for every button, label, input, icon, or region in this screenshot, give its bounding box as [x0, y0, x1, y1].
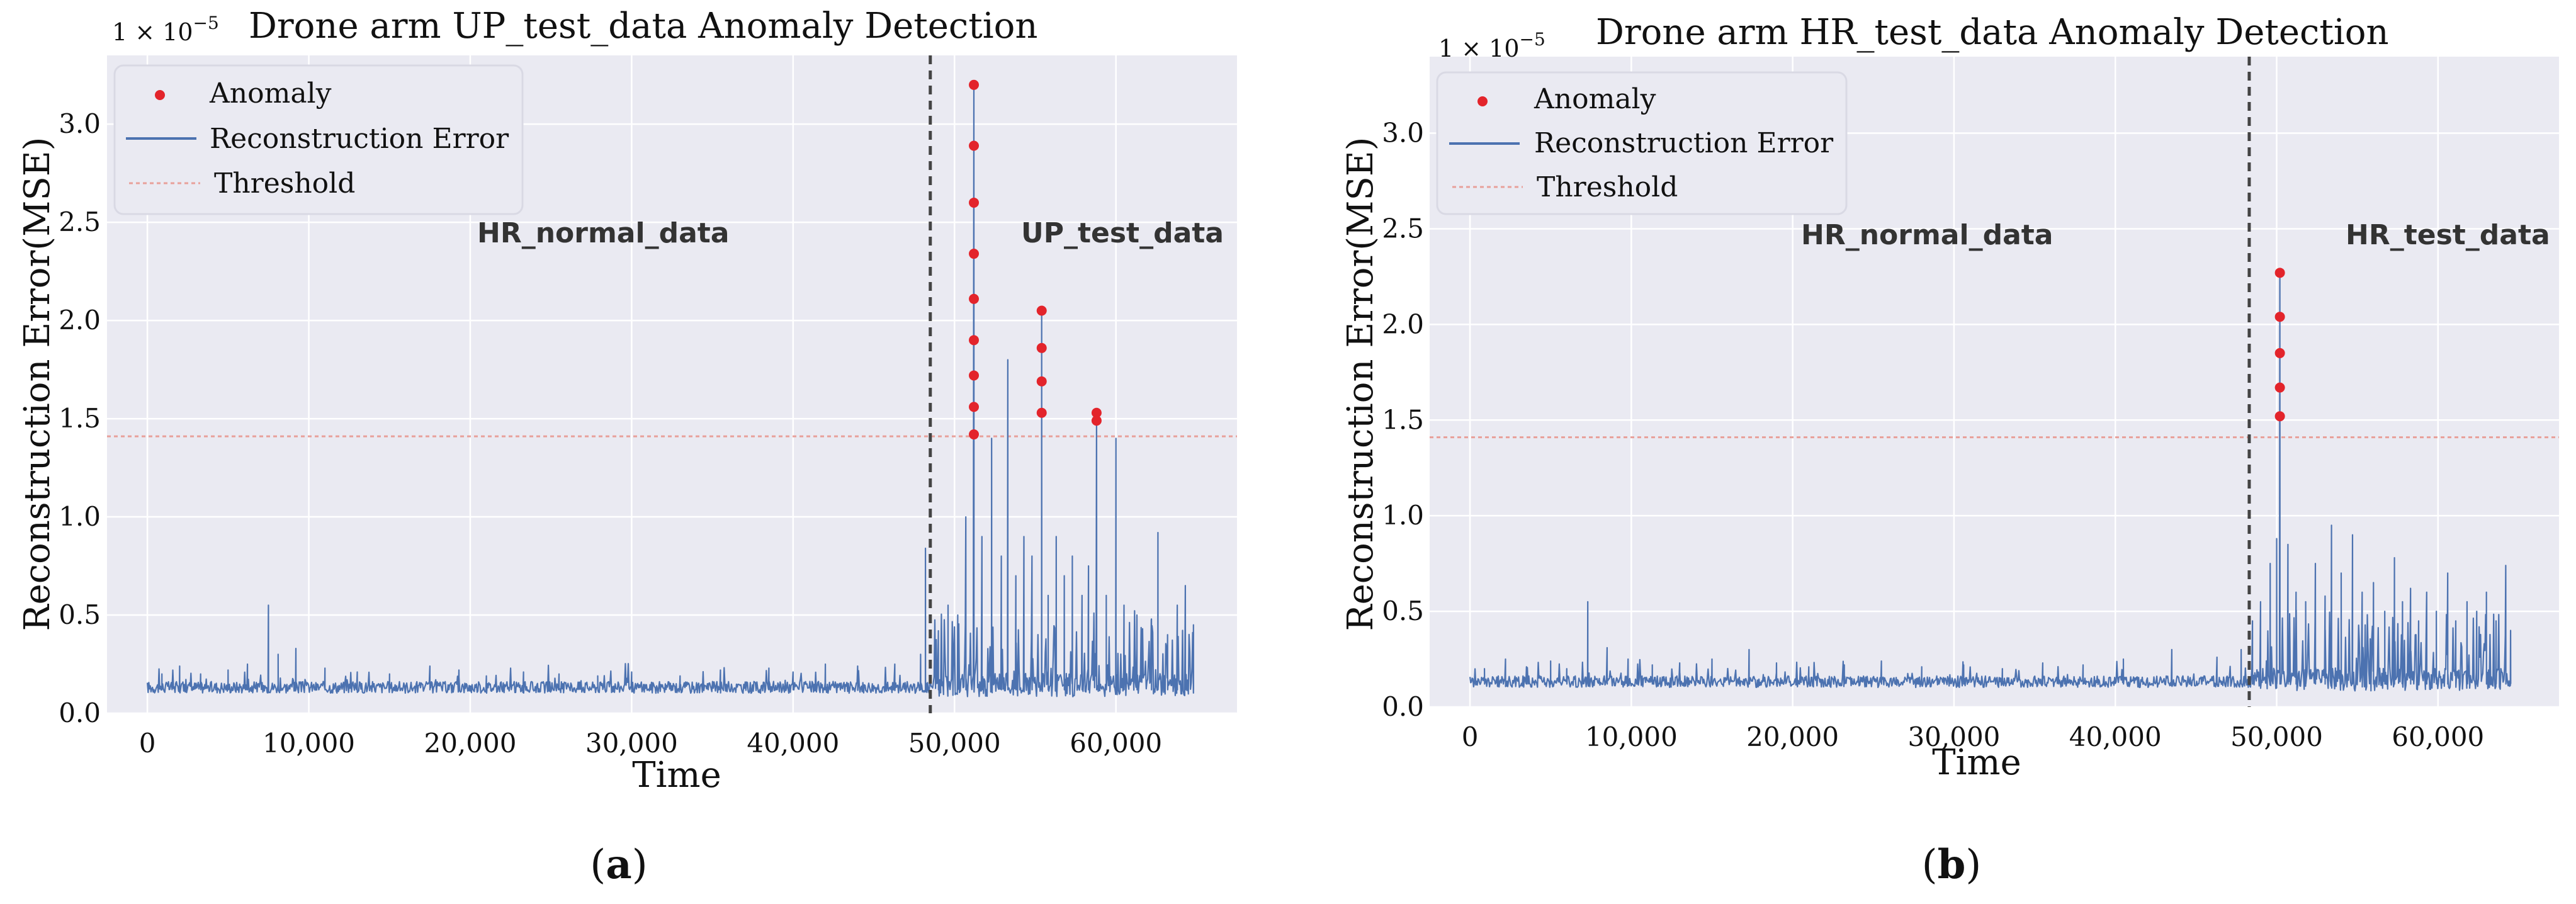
y-tick-label: 0.0: [1382, 691, 1424, 722]
panel-label-a: (a): [590, 841, 647, 888]
grid-lines-b: [1430, 57, 2559, 708]
x-tick-labels-b: 0 10,000 20,000 30,000 40,000 50,000 60,000: [1462, 721, 2485, 752]
x-axis-label-b: Time: [1932, 742, 2021, 783]
legend-a: Anomaly Reconstruction Error Threshold: [113, 64, 524, 215]
panel-letter-b: b: [1938, 841, 1966, 888]
x-tick-label: 30,000: [1907, 721, 2000, 752]
x-tick-label: 20,000: [424, 728, 516, 759]
chart-title-b: Drone arm HR_test_data Anomaly Detection: [1596, 12, 2389, 53]
legend-box-b: [1436, 71, 1848, 215]
panel-letter-a: a: [606, 841, 631, 888]
panel-b: 0 10,000 20,000 30,000 40,000 50,000 60,000 0.…: [1340, 12, 2559, 888]
anomaly-point: [2274, 268, 2285, 278]
y-tick-label: 2.0: [59, 305, 101, 336]
y-tick-label: 1.5: [1382, 404, 1424, 435]
anomaly-point: [2274, 411, 2285, 422]
y-tick-label: 2.0: [1382, 308, 1424, 339]
x-tick-label: 0: [1462, 721, 1479, 752]
panel-a: 0 10,000 20,000 30,000 40,000 50,000 60,000 0.…: [17, 6, 1237, 888]
reconstruction-error-series-a: [147, 84, 1194, 698]
anomaly-point: [969, 249, 980, 259]
y-tick-label: 2.5: [1382, 213, 1424, 244]
x-tick-label: 50,000: [908, 728, 1001, 759]
y-axis-label-a: Reconstruction Error(MSE): [17, 137, 58, 631]
anomaly-point: [1036, 305, 1047, 316]
y-tick-label: 1.5: [59, 403, 101, 434]
panel-label-b: (b): [1922, 841, 1982, 888]
legend-b: Anomaly Reconstruction Error Threshold: [1436, 71, 1848, 215]
x-tick-label: 20,000: [1746, 721, 1839, 752]
y-tick-label: 3.0: [59, 108, 101, 139]
y-tick-label: 3.0: [1382, 118, 1424, 149]
x-tick-labels-a: 0 10,000 20,000 30,000 40,000 50,000 60,000: [139, 728, 1162, 759]
anomaly-point: [969, 402, 980, 412]
x-tick-label: 50,000: [2230, 721, 2323, 752]
annotation-normal-a: HR_normal_data: [477, 217, 730, 249]
y-tick-label: 2.5: [59, 206, 101, 237]
y-tick-label: 1.0: [59, 501, 101, 532]
scale-label-exp-b: −5: [1520, 29, 1545, 50]
anomaly-point: [969, 370, 980, 381]
y-tick-label: 1.0: [1382, 500, 1424, 531]
scale-label-base-a: 1 × 10: [112, 18, 193, 46]
anomaly-points-a: [969, 79, 1102, 440]
scale-label-a: 1 × 10−5: [112, 13, 219, 46]
y-tick-label: 0.0: [59, 698, 101, 728]
anomaly-point: [2274, 312, 2285, 322]
legend-series-label-a: Reconstruction Error: [210, 123, 509, 155]
legend-box-a: [113, 64, 524, 215]
anomaly-points-b: [2274, 268, 2285, 422]
anomaly-point: [1036, 407, 1047, 418]
x-axis-label-a: Time: [632, 755, 721, 796]
legend-anomaly-label-b: Anomaly: [1534, 83, 1656, 115]
scale-label-base-b: 1 × 10: [1438, 35, 1520, 62]
y-tick-labels-b: 0.0 0.5 1.0 1.5 2.0 2.5 3.0: [1382, 118, 1424, 722]
legend-anomaly-marker-b: [1477, 96, 1488, 106]
anomaly-point: [1036, 376, 1047, 387]
anomaly-point: [2274, 382, 2285, 393]
anomaly-point: [969, 197, 980, 208]
x-tick-label: 10,000: [263, 728, 355, 759]
anomaly-point: [969, 429, 980, 440]
legend-threshold-label-a: Threshold: [214, 167, 355, 200]
annotation-test-a: UP_test_data: [1021, 217, 1224, 249]
annotation-normal-b: HR_normal_data: [1801, 219, 2053, 251]
legend-series-label-b: Reconstruction Error: [1534, 127, 1834, 159]
legend-anomaly-marker-a: [155, 90, 165, 100]
x-tick-label: 60,000: [1070, 728, 1162, 759]
legend-anomaly-label-a: Anomaly: [209, 77, 332, 110]
x-tick-label: 30,000: [585, 728, 678, 759]
legend-threshold-label-b: Threshold: [1537, 171, 1678, 203]
y-tick-label: 0.5: [1382, 596, 1424, 626]
annotation-test-b: HR_test_data: [2346, 219, 2550, 251]
scale-label-b: 1 × 10−5: [1438, 29, 1545, 62]
x-tick-label: 60,000: [2392, 721, 2484, 752]
x-tick-label: 40,000: [2069, 721, 2162, 752]
scale-label-exp-a: −5: [193, 13, 219, 33]
anomaly-point: [2274, 347, 2285, 358]
y-axis-label-b: Reconstruction Error(MSE): [1340, 137, 1381, 631]
chart-title-a: Drone arm UP_test_data Anomaly Detection: [249, 6, 1037, 47]
anomaly-point: [969, 335, 980, 346]
anomaly-point: [969, 79, 980, 90]
anomaly-point: [1091, 407, 1102, 418]
y-tick-labels-a: 0.0 0.5 1.0 1.5 2.0 2.5 3.0: [59, 108, 101, 728]
y-tick-label: 0.5: [59, 599, 101, 630]
x-tick-label: 0: [139, 728, 156, 759]
anomaly-point: [1091, 415, 1102, 426]
x-tick-label: 40,000: [747, 728, 839, 759]
anomaly-point: [1036, 342, 1047, 353]
x-tick-label: 10,000: [1585, 721, 1678, 752]
anomaly-point: [969, 140, 980, 151]
reconstruction-error-series-b: [1469, 272, 2512, 692]
anomaly-point: [969, 293, 980, 304]
